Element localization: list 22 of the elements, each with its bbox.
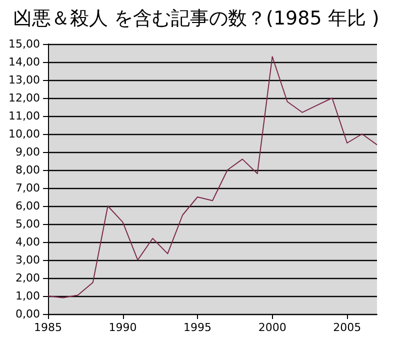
x-tick-label: 2000 bbox=[258, 321, 286, 334]
chart-title: 凶悪＆殺人 を含む記事の数？(1985 年比 ) bbox=[13, 8, 380, 30]
y-tick-label: 11,00 bbox=[8, 110, 40, 122]
y-tick-label: 12,00 bbox=[8, 92, 40, 104]
x-tick-label: 1985 bbox=[34, 321, 62, 334]
y-tick-label: 0,00 bbox=[16, 308, 40, 320]
y-tick-label: 1,00 bbox=[16, 290, 40, 302]
y-tick-label: 3,00 bbox=[16, 254, 40, 266]
y-tick-label: 9,00 bbox=[16, 146, 40, 158]
x-tick-label: 1995 bbox=[184, 321, 212, 334]
y-tick-label: 13,00 bbox=[8, 74, 40, 86]
y-tick-label: 6,00 bbox=[16, 200, 40, 212]
y-tick-label: 15,00 bbox=[8, 38, 40, 50]
y-tick-label: 5,00 bbox=[16, 218, 40, 230]
y-tick-label: 2,00 bbox=[16, 272, 40, 284]
y-tick-label: 10,00 bbox=[8, 128, 40, 140]
y-tick-label: 8,00 bbox=[16, 164, 40, 176]
x-tick-label: 1990 bbox=[108, 321, 137, 334]
y-tick-label: 14,00 bbox=[8, 56, 40, 68]
y-tick-label: 4,00 bbox=[16, 236, 40, 248]
x-tick-label: 2005 bbox=[333, 321, 362, 334]
y-tick-label: 7,00 bbox=[16, 182, 40, 194]
